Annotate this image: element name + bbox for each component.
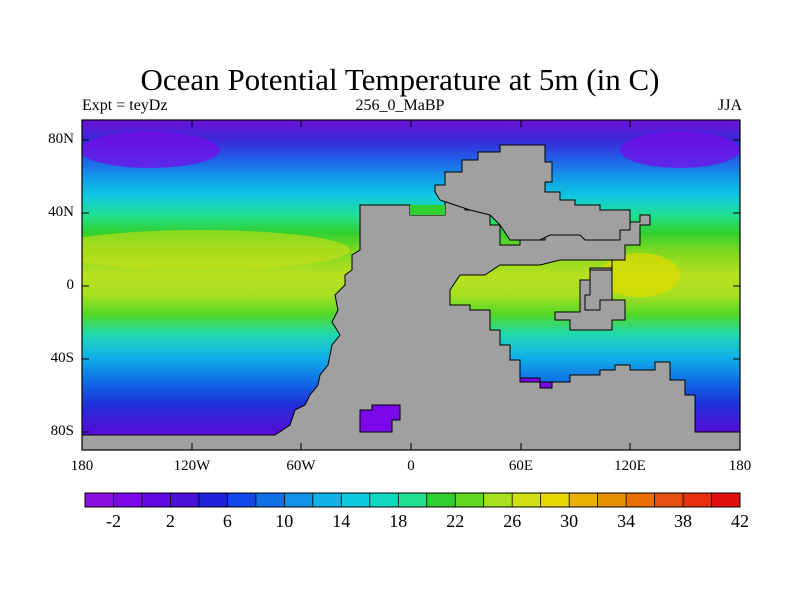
season-label: JJA [717, 97, 742, 114]
colorbar-swatch [512, 493, 541, 507]
warm-pool-east [600, 253, 680, 297]
colorbar-label: 30 [560, 511, 579, 531]
y-tick-label: 80S [50, 423, 74, 439]
colorbar-swatch [255, 493, 285, 507]
arctic-cold-pool-east [620, 132, 740, 168]
inner-sea [410, 205, 445, 215]
colorbar-swatch [569, 493, 598, 507]
colorbar-swatch [227, 493, 257, 507]
age-label: 256_0_MaBP [355, 97, 445, 114]
colorbar-label: 34 [617, 511, 636, 531]
tick-marks [81, 120, 741, 450]
colorbar-swatch [455, 493, 484, 507]
x-tick-label: 180 [70, 458, 94, 474]
x-tick-label: 180 [728, 458, 752, 474]
colorbar-swatch [683, 493, 712, 507]
colorbar-swatch [284, 493, 314, 507]
colorbar-swatch [369, 493, 399, 507]
colorbar-swatch [341, 493, 371, 507]
colorbar-swatch [170, 493, 200, 507]
colorbar-label: 38 [674, 511, 692, 531]
colorbar-swatch [540, 493, 570, 507]
northern-continent [434, 144, 631, 241]
colorbar-swatch [141, 493, 171, 507]
colorbar-border [84, 492, 741, 508]
experiment-label: Expt = teyDz [82, 97, 168, 114]
colorbar-label: 26 [503, 511, 522, 531]
colorbar-swatch [597, 493, 627, 507]
colorbar-label: 14 [332, 511, 351, 531]
colorbar-swatch [113, 493, 143, 507]
colorbar-label: 6 [222, 511, 232, 531]
colorbar-swatch [398, 493, 428, 507]
colorbar-swatch [711, 493, 741, 507]
map-title: Ocean Potential Temperature at 5m (in C) [140, 62, 660, 97]
colorbar-swatch [626, 493, 655, 507]
x-tick-label: 120W [173, 458, 211, 474]
colorbar-swatch [483, 493, 513, 507]
x-tick-label: 120E [614, 458, 646, 474]
colorbar-swatch [312, 493, 342, 507]
polar-sea-south [359, 404, 401, 433]
arctic-cold-pool-west [82, 132, 220, 168]
x-tick-label: 60W [286, 458, 316, 474]
x-tick-label: 60E [508, 458, 534, 474]
y-tick-label: 40S [50, 350, 74, 366]
colorbar-label: 10 [275, 511, 294, 531]
colorbar-swatch [426, 493, 456, 507]
colorbar [84, 492, 741, 508]
southern-island [584, 269, 613, 311]
colorbar-label: 2 [165, 511, 175, 531]
colorbar-label: 22 [446, 511, 465, 531]
y-tick-label: 0 [66, 277, 75, 293]
polar-gulf [519, 377, 553, 389]
colorbar-swatch [198, 493, 228, 507]
x-tick-label: 0 [407, 458, 415, 474]
colorbar-swatch [654, 493, 684, 507]
colorbar-label: 18 [389, 511, 408, 531]
warm-pool-pacific [82, 230, 350, 270]
map-area [82, 120, 740, 450]
colorbar-swatch [85, 493, 114, 507]
colorbar-label: -2 [106, 511, 121, 531]
colorbar-label: 42 [731, 511, 749, 531]
y-tick-label: 40N [48, 204, 74, 220]
y-tick-label: 80N [48, 131, 74, 147]
